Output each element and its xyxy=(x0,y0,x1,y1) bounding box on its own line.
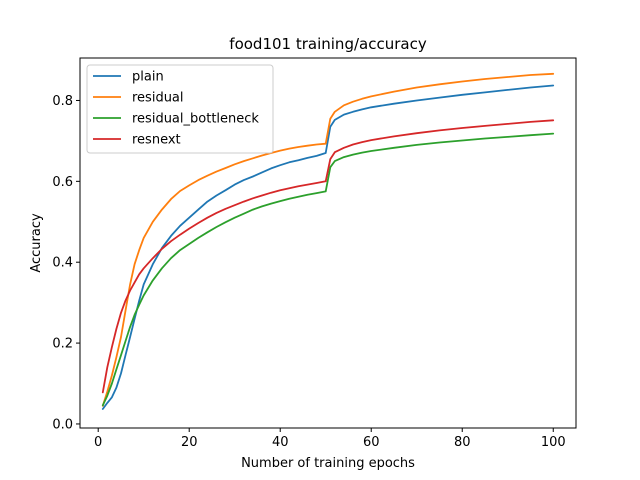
x-tick-label: 60 xyxy=(363,435,380,450)
x-tick-label: 100 xyxy=(541,435,566,450)
series-line-residual xyxy=(101,72,555,407)
plot-lines xyxy=(101,72,555,410)
legend-label-plain: plain xyxy=(132,70,164,85)
x-tick-label: 40 xyxy=(272,435,289,450)
y-tick-label: 0.8 xyxy=(52,94,73,109)
x-axis-label: Number of training epochs xyxy=(241,456,415,471)
plot-frame xyxy=(79,57,577,429)
series-line-plain xyxy=(101,84,555,410)
y-tick-label: 0.6 xyxy=(52,175,73,190)
legend-label-residual-bottleneck: residual_bottleneck xyxy=(132,112,259,127)
y-axis-ticks: 0.0 0.2 0.4 0.6 0.8 xyxy=(52,94,80,432)
x-tick-label: 20 xyxy=(181,435,198,450)
legend-label-resnext: resnext xyxy=(132,133,181,148)
y-tick-label: 0.4 xyxy=(52,256,73,271)
legend-label-residual: residual xyxy=(132,91,184,106)
legend-box xyxy=(86,64,274,154)
chart-title: food101 training/accuracy xyxy=(229,35,427,53)
x-axis-ticks: 0 20 40 60 80 100 xyxy=(94,428,566,450)
series-line-residual-bottleneck xyxy=(101,132,555,407)
y-tick-label: 0.2 xyxy=(52,337,73,352)
y-tick-label: 0.0 xyxy=(52,417,73,432)
x-tick-label: 80 xyxy=(454,435,471,450)
series-line-resnext xyxy=(101,119,555,394)
y-axis-label: Accuracy xyxy=(29,213,44,273)
x-tick-label: 0 xyxy=(94,435,102,450)
